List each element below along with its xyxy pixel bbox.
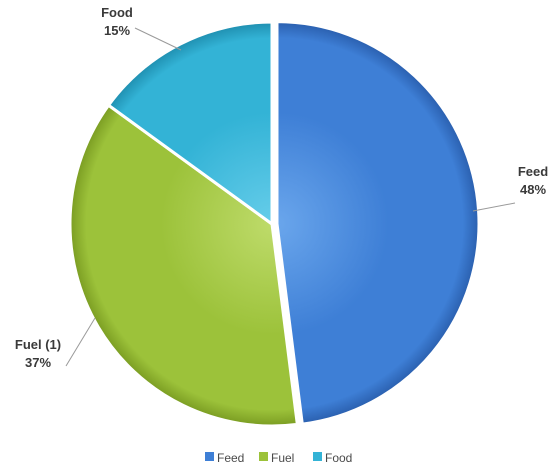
slice-label-value: 48% (520, 182, 546, 197)
pie-slice-feed (275, 20, 481, 426)
legend-label-food: Food (325, 451, 352, 465)
leader-line (134, 27, 182, 51)
slice-label-name: Fuel (1) (15, 337, 61, 352)
legend-label-feed: Feed (217, 451, 244, 465)
legend: Feed Fuel Food (205, 451, 352, 465)
leader-line (65, 317, 96, 367)
leader-line (472, 202, 516, 212)
pie-slice-food (107, 20, 274, 226)
legend-swatch-food (313, 452, 322, 461)
slice-label-value: 15% (104, 23, 130, 38)
pie-slices (68, 20, 481, 428)
slice-label-name: Feed (518, 164, 548, 179)
legend-label-fuel: Fuel (271, 451, 294, 465)
pie-slice-fuel-1 (68, 103, 299, 428)
leader-lines (65, 27, 516, 367)
slice-label-value: 37% (25, 355, 51, 370)
legend-swatch-feed (205, 452, 214, 461)
slice-label-name: Food (101, 5, 133, 20)
legend-swatch-fuel (259, 452, 268, 461)
slice-labels: Feed 48% Fuel (1) 37% Food 15% (15, 5, 548, 370)
